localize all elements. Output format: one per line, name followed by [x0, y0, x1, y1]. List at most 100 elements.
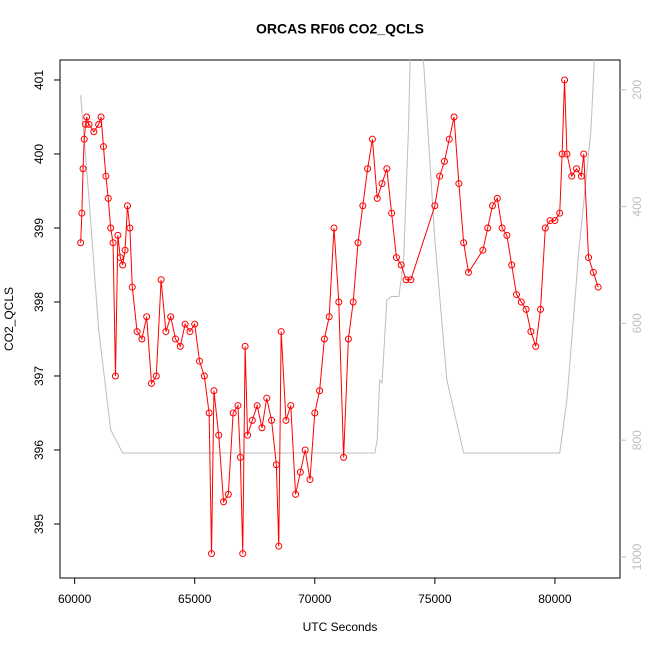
- data-point: [354, 239, 362, 247]
- data-point: [460, 239, 468, 247]
- series-line: [80, 79, 599, 554]
- data-point: [248, 416, 256, 424]
- x-tick-label: 65000: [178, 592, 212, 606]
- data-point: [126, 224, 134, 232]
- data-point: [128, 283, 136, 291]
- data-point: [196, 357, 204, 365]
- data-point: [561, 76, 569, 84]
- data-point: [275, 542, 283, 550]
- data-point: [402, 276, 410, 284]
- data-point: [208, 550, 216, 558]
- data-point: [133, 328, 141, 336]
- y-tick-label: 395: [32, 514, 46, 534]
- data-point: [503, 231, 511, 239]
- data-point: [359, 202, 367, 210]
- data-point: [436, 172, 444, 180]
- x-axis-title: UTC Seconds: [303, 620, 378, 634]
- data-point: [445, 135, 453, 143]
- data-point: [81, 120, 89, 128]
- plot-frame: [59, 59, 621, 579]
- data-point: [296, 468, 304, 476]
- data-point: [493, 194, 501, 202]
- data-point: [102, 172, 110, 180]
- data-point: [215, 431, 223, 439]
- data-point: [344, 335, 352, 343]
- data-point: [541, 224, 549, 232]
- series-line: [80, 60, 595, 454]
- data-point: [220, 498, 228, 506]
- data-point: [85, 120, 93, 128]
- data-point: [95, 120, 103, 128]
- data-point: [397, 261, 405, 269]
- data-point: [455, 180, 463, 188]
- data-point: [335, 298, 343, 306]
- data-point: [498, 224, 506, 232]
- data-point: [210, 387, 218, 395]
- y2-tick-label: 200: [630, 79, 644, 99]
- data-point: [479, 246, 487, 254]
- y-axis-title: CO2_QCLS: [2, 287, 16, 351]
- data-point: [99, 143, 107, 151]
- data-point: [378, 180, 386, 188]
- data-point: [556, 209, 564, 217]
- data-point: [537, 305, 545, 313]
- data-point: [263, 394, 271, 402]
- data-point: [287, 402, 295, 410]
- data-point: [167, 313, 175, 321]
- data-point: [484, 224, 492, 232]
- data-point: [119, 261, 127, 269]
- data-point: [316, 387, 324, 395]
- data-point: [121, 246, 129, 254]
- data-point: [181, 320, 189, 328]
- x-tick-label: 70000: [298, 592, 332, 606]
- data-point: [152, 372, 160, 380]
- data-point: [83, 113, 91, 121]
- data-point: [306, 476, 314, 484]
- data-point: [368, 135, 376, 143]
- y-tick-label: 401: [32, 70, 46, 90]
- data-point: [77, 239, 85, 247]
- data-point: [116, 254, 124, 262]
- data-point: [522, 305, 530, 313]
- data-point: [97, 113, 105, 121]
- data-point: [272, 461, 280, 469]
- data-point: [563, 150, 571, 158]
- data-point: [558, 150, 566, 158]
- data-point: [79, 165, 87, 173]
- data-point: [508, 261, 516, 269]
- y-tick-label: 398: [32, 292, 46, 312]
- data-point: [464, 268, 472, 276]
- y-tick-label: 399: [32, 218, 46, 238]
- data-point: [573, 165, 581, 173]
- data-point: [162, 328, 170, 336]
- data-point: [147, 379, 155, 387]
- data-point: [551, 217, 559, 225]
- data-point: [200, 372, 208, 380]
- data-point: [517, 298, 525, 306]
- data-point: [80, 135, 88, 143]
- data-point: [123, 202, 131, 210]
- x-tick-label: 60000: [58, 592, 92, 606]
- data-point: [109, 239, 117, 247]
- plot-area: [77, 60, 602, 558]
- data-point: [340, 453, 348, 461]
- data-point: [364, 165, 372, 173]
- data-point: [349, 298, 357, 306]
- data-point: [311, 409, 319, 417]
- data-point: [78, 209, 86, 217]
- x-tick-label: 75000: [418, 592, 452, 606]
- data-point: [589, 268, 597, 276]
- data-point: [186, 328, 194, 336]
- data-point: [527, 328, 535, 336]
- chart-title: ORCAS RF06 CO2_QCLS: [256, 21, 424, 37]
- data-point: [292, 490, 300, 498]
- data-point: [407, 276, 415, 284]
- data-point: [320, 335, 328, 343]
- data-point: [104, 194, 112, 202]
- data-point: [513, 291, 521, 299]
- data-point: [253, 402, 261, 410]
- data-point: [373, 194, 381, 202]
- data-point: [224, 490, 232, 498]
- data-point: [176, 342, 184, 350]
